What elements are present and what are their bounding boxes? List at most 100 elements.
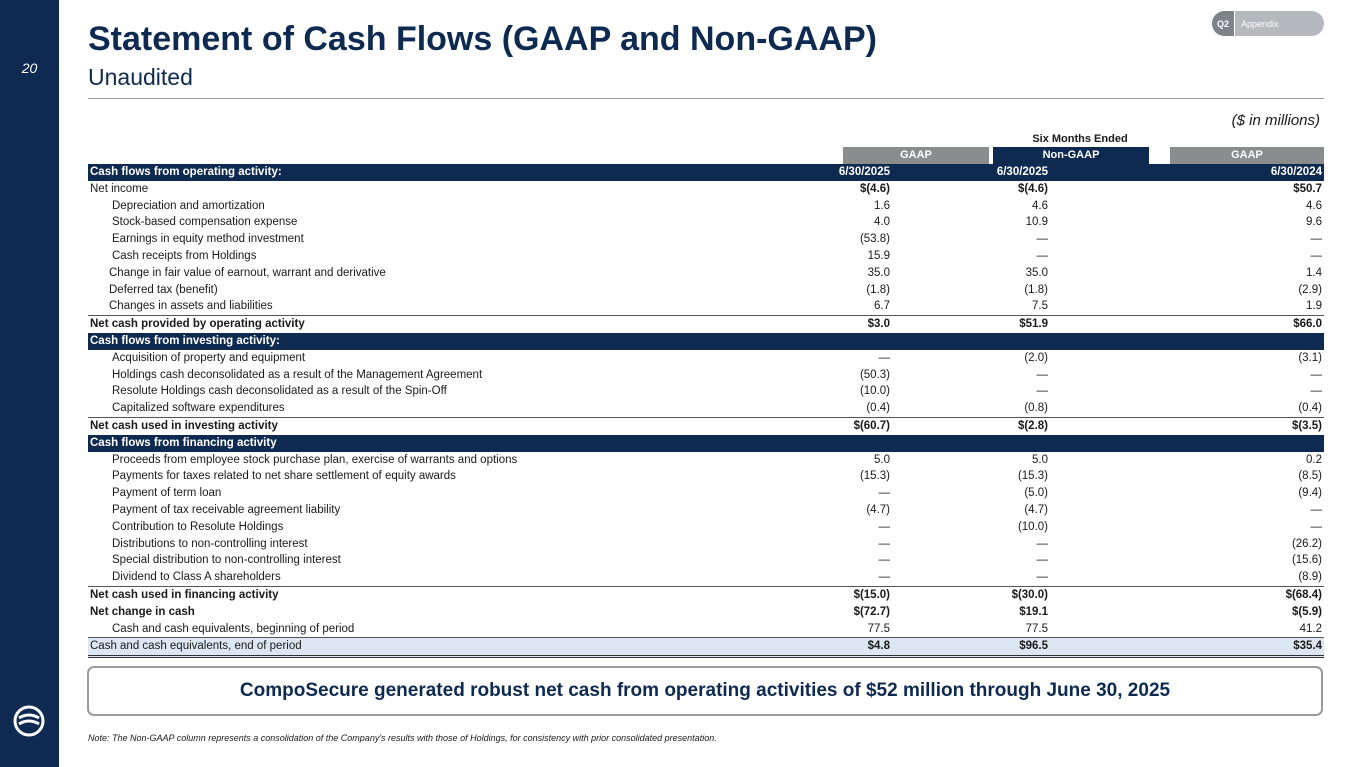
row-label: Change in fair value of earnout, warrant… (109, 266, 386, 279)
units-label: ($ in millions) (1231, 112, 1320, 129)
row-value: 0.2 (1306, 453, 1322, 466)
quarter-label: Q2 (1212, 11, 1234, 36)
row-label: Capitalized software expenditures (112, 402, 285, 415)
column-header-gaap-2024: GAAP (1170, 147, 1324, 164)
row-value: (8.9) (1298, 571, 1322, 584)
row-value: (10.0) (859, 385, 890, 398)
row-value: — (878, 487, 891, 500)
row-value: $(68.4) (1285, 588, 1322, 601)
row-value: — (1036, 385, 1049, 398)
row-value: (50.3) (859, 368, 890, 381)
row-label: Holdings cash deconsolidated as a result… (112, 368, 483, 381)
row-value: 35.0 (867, 266, 890, 279)
table-row: Resolute Holdings cash deconsolidated as… (88, 383, 1324, 400)
row-value: 35.0 (1025, 266, 1048, 279)
row-value: (26.2) (1291, 537, 1322, 550)
row-label: Payments for taxes related to net share … (112, 470, 456, 483)
table-row: Cash receipts from Holdings 15.9 — — (88, 248, 1324, 265)
row-label: Proceeds from employee stock purchase pl… (112, 453, 518, 466)
total-row: Cash and cash equivalents, end of period… (88, 637, 1324, 659)
title-divider (88, 98, 1324, 99)
total-row: Net cash used in investing activity $(60.… (88, 416, 1324, 435)
table-row: Net income $(4.6) $(4.6) $50.7 (88, 181, 1324, 198)
row-label: Net change in cash (90, 605, 195, 618)
row-value: (2.9) (1298, 283, 1322, 296)
row-value: $(15.0) (853, 588, 890, 601)
total-row: Net cash provided by operating activity $… (88, 315, 1324, 333)
row-label: Cash receipts from Holdings (112, 249, 257, 262)
column-header-gaap-2025: GAAP (843, 147, 989, 164)
row-label: Stock-based compensation expense (112, 216, 298, 229)
table-row: Payment of term loan — (5.0) (9.4) (88, 485, 1324, 502)
row-label: Cash and cash equivalents, end of period (90, 640, 302, 653)
row-value: $(72.7) (853, 605, 890, 618)
row-value: — (878, 554, 891, 567)
table-row: Cash and cash equivalents, beginning of … (88, 621, 1324, 638)
row-value: 4.6 (1306, 199, 1322, 212)
row-value: — (1310, 503, 1323, 516)
row-label: Distributions to non-controlling interes… (112, 537, 308, 550)
section-header-row: Cash flows from investing activity: (88, 332, 1324, 350)
row-value: $(5.9) (1291, 605, 1322, 618)
row-value: 1.4 (1306, 266, 1322, 279)
row-value: $(2.8) (1017, 419, 1048, 432)
row-value: — (1036, 554, 1049, 567)
column-header-non-gaap-2025: Non-GAAP (993, 147, 1149, 164)
row-label: Cash and cash equivalents, beginning of … (112, 622, 355, 635)
row-label: Dividend to Class A shareholders (112, 571, 281, 584)
table-row: Proceeds from employee stock purchase pl… (88, 452, 1324, 469)
row-value: 7.5 (1032, 300, 1048, 313)
row-value: 1.6 (874, 199, 890, 212)
table-row: Distributions to non-controlling interes… (88, 536, 1324, 553)
period-header: Six Months Ended (1032, 133, 1128, 145)
row-value: $(4.6) (859, 182, 890, 195)
table-row: Contribution to Resolute Holdings — (10.0)… (88, 519, 1324, 536)
row-value: (2.0) (1024, 351, 1048, 364)
pill-separator (1234, 11, 1235, 36)
row-value: 4.6 (1032, 199, 1048, 212)
row-value: 6/30/2024 (1270, 166, 1322, 178)
row-value: (4.7) (1024, 503, 1048, 516)
row-value: 77.5 (867, 622, 890, 635)
callout-box: CompoSecure generated robust net cash fr… (87, 666, 1323, 716)
row-value: (0.4) (1298, 402, 1322, 415)
row-label: Deferred tax (benefit) (109, 283, 218, 296)
row-value: (9.4) (1298, 487, 1322, 500)
row-value: $66.0 (1293, 318, 1322, 331)
row-value: (0.8) (1024, 402, 1048, 415)
table-row: Deferred tax (benefit) (1.8) (1.8) (2.9) (88, 282, 1324, 299)
cash-flow-table: Cash flows from operating activity: 6/30/… (88, 164, 1324, 659)
row-label: Resolute Holdings cash deconsolidated as… (112, 385, 447, 398)
row-value: (15.3) (859, 470, 890, 483)
section-header-row: Cash flows from financing activity (88, 434, 1324, 452)
row-value: (1.8) (866, 283, 890, 296)
row-value: (8.5) (1298, 470, 1322, 483)
row-value: 77.5 (1025, 622, 1048, 635)
section-label: Appendix (1241, 18, 1279, 29)
row-value: 9.6 (1306, 216, 1322, 229)
row-label: Net cash provided by operating activity (90, 318, 305, 331)
table-row: Net change in cash $(72.7) $19.1 $(5.9) (88, 604, 1324, 621)
section-header-row: Cash flows from operating activity: 6/30/… (88, 164, 1324, 181)
row-value: 6/30/2025 (838, 166, 890, 178)
row-value: $(60.7) (853, 419, 890, 432)
row-value: $(4.6) (1017, 182, 1048, 195)
row-value: $3.0 (867, 318, 890, 331)
row-value: (4.7) (866, 503, 890, 516)
row-label: Cash flows from operating activity: (90, 166, 282, 178)
row-value: $19.1 (1019, 605, 1048, 618)
row-label: Contribution to Resolute Holdings (112, 520, 284, 533)
row-label: Payment of tax receivable agreement liab… (112, 503, 341, 516)
table-row: Acquisition of property and equipment — (2… (88, 350, 1324, 367)
row-label: Cash flows from financing activity (90, 436, 277, 449)
row-value: — (878, 537, 891, 550)
table-row: Payments for taxes related to net share … (88, 468, 1324, 485)
table-row: Holdings cash deconsolidated as a result… (88, 367, 1324, 384)
row-value: 6/30/2025 (996, 166, 1048, 178)
row-value: (15.3) (1017, 470, 1048, 483)
row-value: $(3.5) (1291, 419, 1322, 432)
row-label: Net cash used in investing activity (90, 419, 278, 432)
sidebar: 20 (0, 0, 59, 767)
row-label: Earnings in equity method investment (112, 233, 304, 246)
row-value: — (1036, 537, 1049, 550)
